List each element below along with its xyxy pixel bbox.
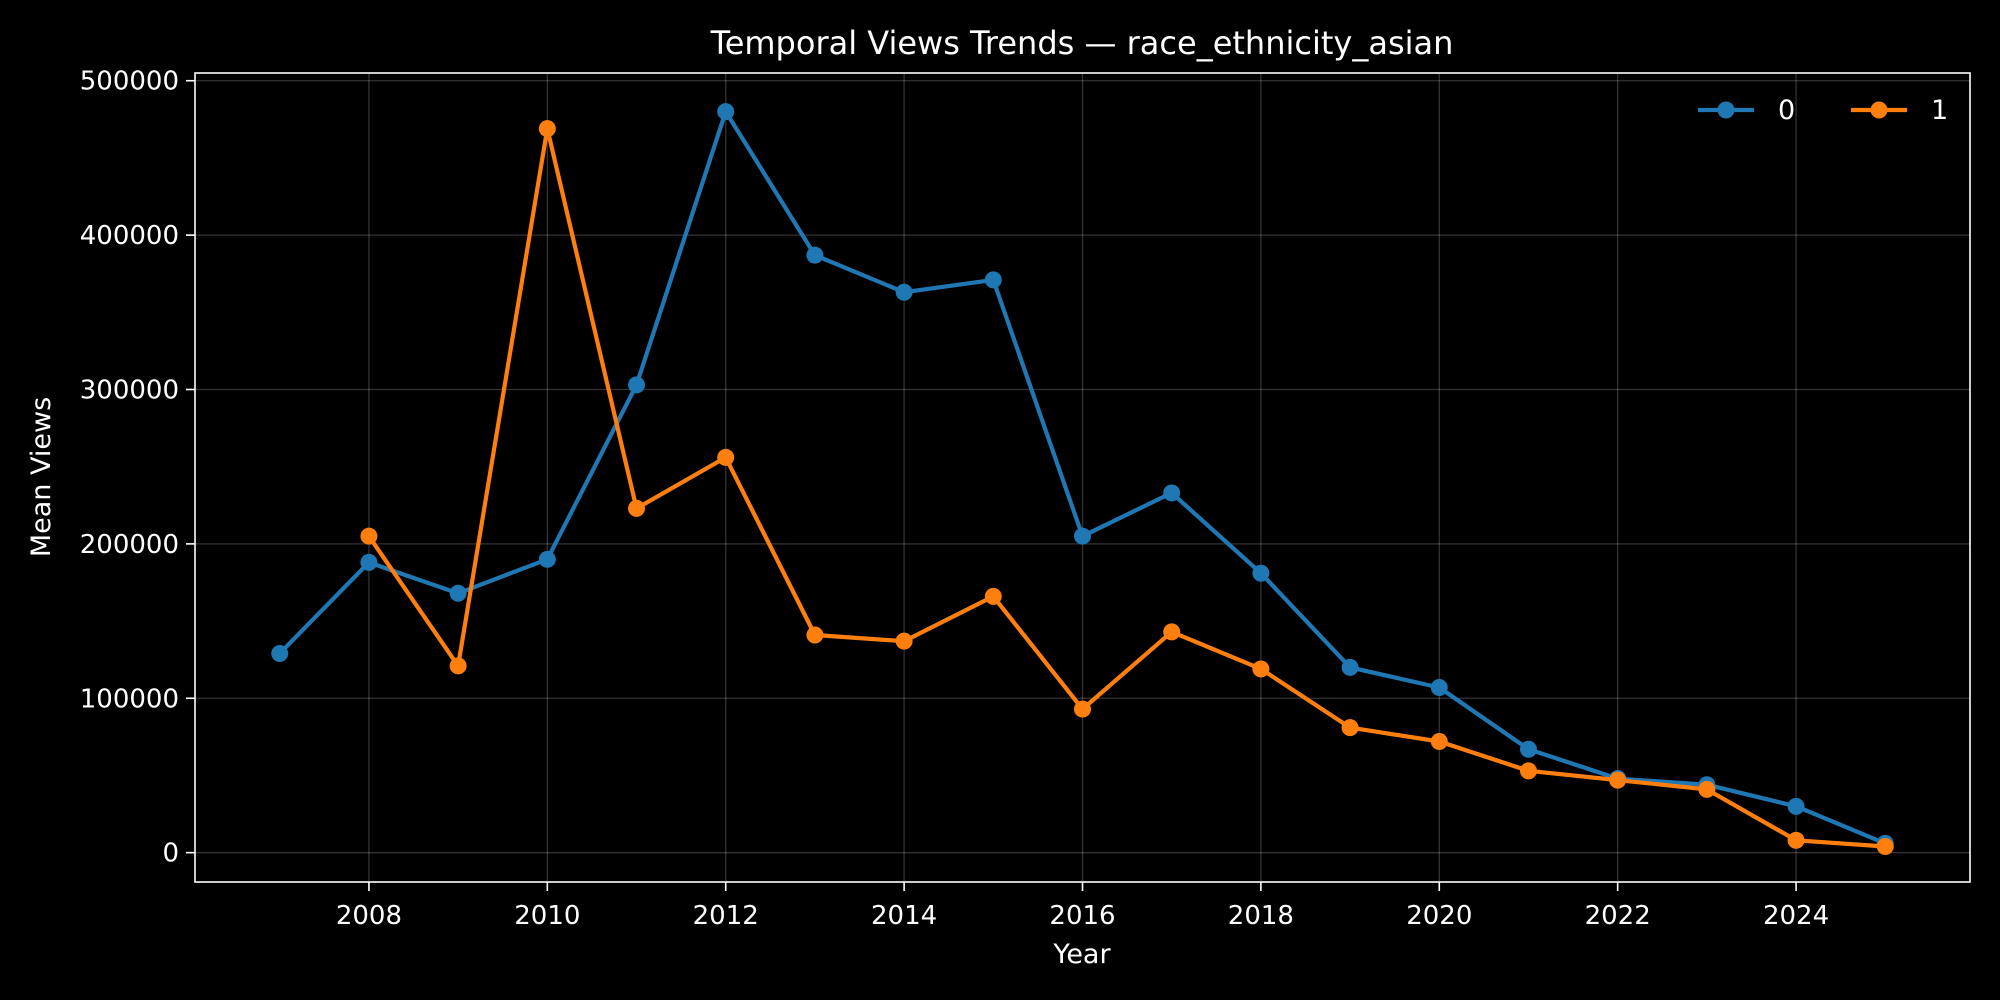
- series-1: [360, 120, 1894, 855]
- data-point: [1787, 797, 1805, 815]
- legend-swatch-marker: [1870, 101, 1888, 119]
- data-point: [1163, 484, 1181, 502]
- x-tick-label: 2012: [693, 901, 759, 931]
- data-point: [895, 632, 913, 650]
- y-tick-label: 200000: [80, 530, 179, 560]
- data-point: [717, 103, 735, 121]
- series-line: [366, 126, 1888, 849]
- data-point: [449, 584, 467, 602]
- chart-title: Temporal Views Trends — race_ethnicity_a…: [710, 24, 1454, 62]
- data-point: [628, 499, 646, 517]
- data-point: [1876, 837, 1894, 855]
- grid-layer: [195, 73, 1970, 882]
- y-axis-label: Mean Views: [26, 397, 57, 557]
- data-point: [895, 283, 913, 301]
- data-point: [806, 626, 824, 644]
- data-point: [1252, 660, 1270, 678]
- legend-swatch-marker: [1717, 101, 1735, 119]
- x-tick-label: 2010: [514, 901, 580, 931]
- y-tick-label: 500000: [80, 67, 179, 97]
- legend-label: 1: [1931, 95, 1948, 126]
- x-tick-label: 2024: [1763, 901, 1829, 931]
- data-point: [1341, 719, 1359, 737]
- data-point: [717, 448, 735, 466]
- data-point: [360, 527, 378, 545]
- legend-label: 0: [1778, 95, 1795, 126]
- data-point: [1430, 678, 1448, 696]
- data-point: [538, 550, 556, 568]
- data-point: [538, 120, 556, 138]
- x-tick-label: 2014: [871, 901, 937, 931]
- y-tick-label: 100000: [80, 684, 179, 714]
- data-point: [1698, 780, 1716, 798]
- tick-layer: 2008 2010 2012 2014 2016 2018 2020 2022 2024 0 100…: [80, 67, 1829, 931]
- data-point: [1074, 527, 1091, 545]
- y-tick-label: 400000: [80, 221, 179, 251]
- data-point: [1519, 762, 1537, 780]
- data-point: [1341, 658, 1359, 676]
- x-tick-label: 2022: [1585, 901, 1651, 931]
- data-point: [1609, 771, 1627, 789]
- data-point: [1074, 700, 1091, 718]
- series-layer: [271, 103, 1894, 855]
- data-point: [1252, 564, 1270, 582]
- data-point: [360, 553, 378, 571]
- data-point: [806, 246, 824, 264]
- data-point: [1519, 740, 1537, 758]
- y-tick-label: 0: [162, 839, 179, 869]
- y-tick-label: 300000: [80, 375, 179, 405]
- data-point: [1163, 623, 1181, 641]
- data-point: [984, 587, 1002, 605]
- data-point: [1430, 733, 1448, 751]
- x-tick-label: 2016: [1049, 901, 1115, 931]
- data-point: [271, 645, 289, 663]
- data-point: [449, 657, 467, 675]
- data-point: [1787, 831, 1805, 849]
- x-tick-label: 2008: [336, 901, 402, 931]
- x-axis-label: Year: [1052, 939, 1111, 970]
- data-point: [984, 271, 1002, 289]
- x-tick-label: 2020: [1406, 901, 1472, 931]
- x-tick-label: 2018: [1228, 901, 1294, 931]
- data-point: [628, 376, 646, 394]
